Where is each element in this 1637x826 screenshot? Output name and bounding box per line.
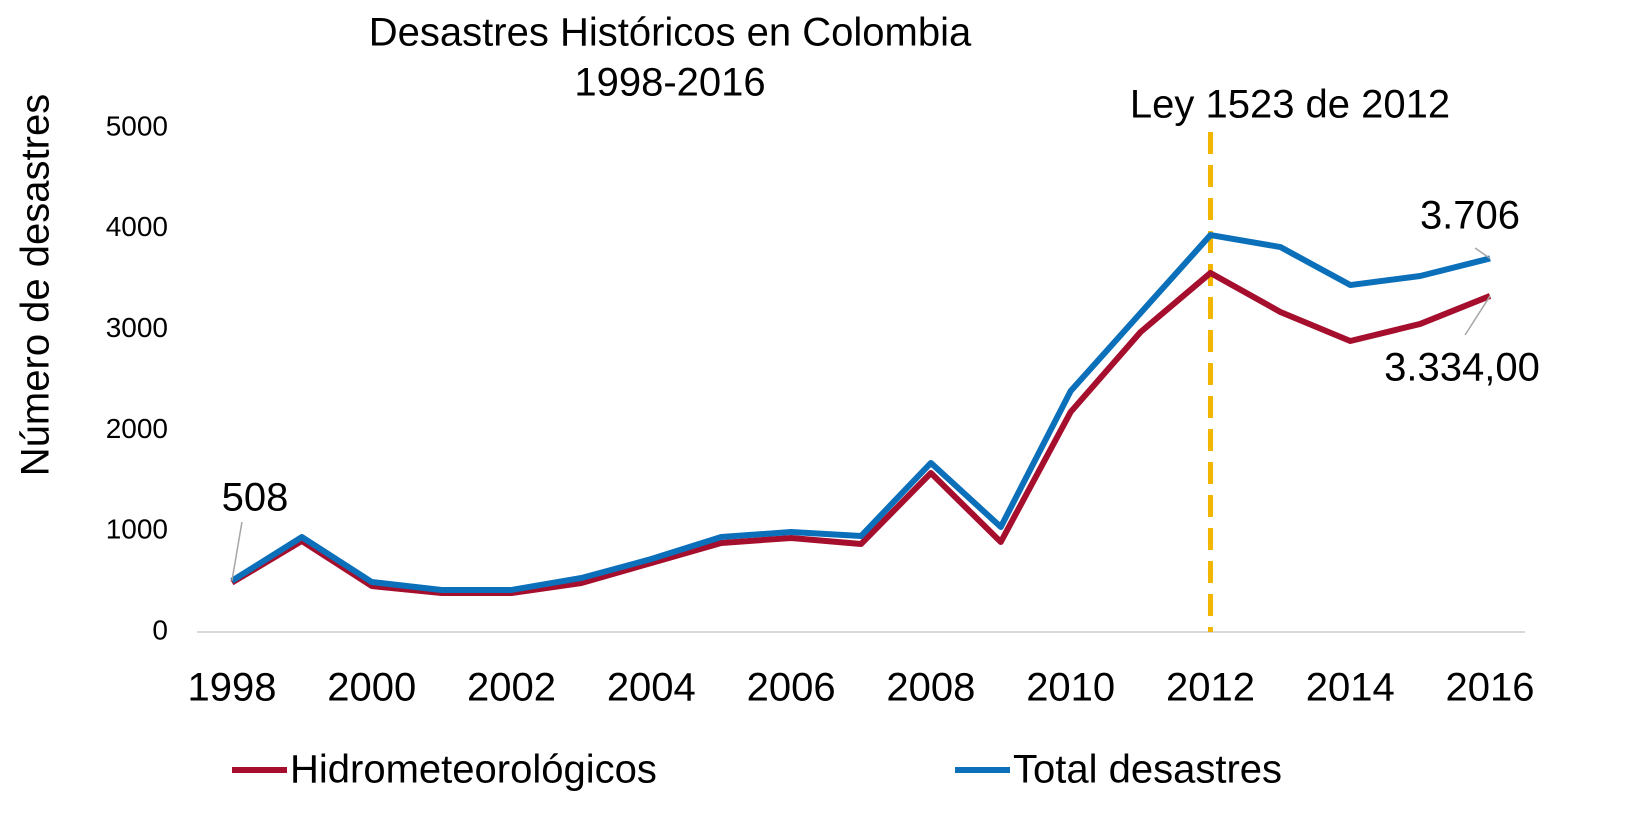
y-tick-label: 1000: [106, 514, 168, 545]
data-label: 3.706: [1420, 194, 1520, 238]
y-tick-label: 2000: [106, 413, 168, 444]
y-axis-label: Número de desastres: [14, 94, 58, 476]
legend-label: Total desastres: [1013, 748, 1282, 792]
x-tick-label: 2010: [1026, 666, 1115, 710]
y-tick-label: 4000: [106, 211, 168, 242]
series-line: [230, 232, 1491, 593]
y-tick-label: 5000: [106, 110, 168, 141]
y-tick-label: 3000: [106, 312, 168, 343]
x-tick-label: 2008: [886, 666, 975, 710]
x-tick-label: 2000: [327, 666, 416, 710]
x-tick-label: 2014: [1306, 666, 1395, 710]
x-tick-label: 2002: [467, 666, 556, 710]
chart-title: Desastres Históricos en Colombia: [369, 11, 972, 55]
x-tick-label: 2004: [607, 666, 696, 710]
chart-subtitle: 1998-2016: [574, 61, 765, 105]
x-tick-label: 2006: [747, 666, 836, 710]
leader-line: [231, 521, 243, 581]
leader-line: [1474, 247, 1491, 260]
series-line: [230, 269, 1492, 596]
annotation-text: Ley 1523 de 2012: [1130, 83, 1450, 127]
x-tick-label: 2016: [1446, 666, 1535, 710]
data-label: 3.334,00: [1384, 346, 1540, 390]
legend-label: Hidrometeorológicos: [290, 748, 657, 792]
x-tick-label: 2012: [1166, 666, 1255, 710]
data-label: 508: [222, 476, 289, 520]
leader-line: [1464, 295, 1491, 336]
y-tick-label: 0: [152, 614, 168, 645]
x-tick-label: 1998: [187, 666, 276, 710]
